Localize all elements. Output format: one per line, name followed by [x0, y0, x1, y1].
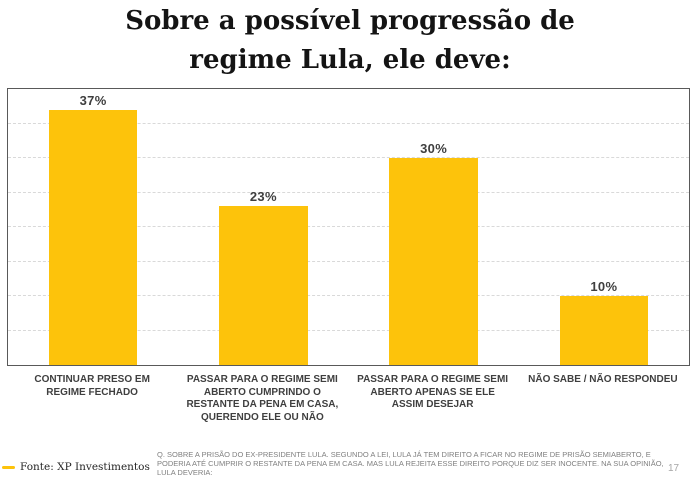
x-axis-category-label: NÃO SABE / NÃO RESPONDEU — [528, 374, 678, 385]
gridline — [8, 226, 689, 227]
x-axis-category-label: PASSAR PARA O REGIME SEMI ABERTO APENAS … — [357, 374, 509, 410]
chart-title-line2: regime Lula, ele deve: — [189, 45, 511, 75]
gridline — [8, 295, 689, 296]
bar-column: 10% — [519, 89, 689, 365]
bar-value-label: 23% — [249, 189, 277, 205]
bar-value-label: 37% — [79, 92, 107, 108]
chart-title: Sobre a possível progressão de regime Lu… — [0, 2, 700, 80]
gridline — [8, 191, 689, 193]
bar-column: 23% — [178, 89, 348, 365]
source-legend: Fonte: XP Investimentos — [2, 461, 150, 473]
gridline — [8, 122, 689, 124]
x-axis-category-label: PASSAR PARA O REGIME SEMI ABERTO CUMPRIN… — [186, 374, 339, 423]
plot-area: 37% 23% 30% 10% — [7, 88, 690, 366]
chart-title-line1: Sobre a possível progressão de — [125, 6, 575, 36]
bar-column: 30% — [349, 89, 519, 365]
bar-value-label: 10% — [590, 279, 618, 294]
bar — [389, 158, 478, 365]
bar — [559, 296, 649, 365]
bars-row: 37% 23% 30% 10% — [8, 89, 689, 365]
gridline — [8, 329, 689, 331]
legend-swatch-icon — [2, 465, 15, 469]
gridline — [8, 260, 689, 262]
source-label: Fonte: XP Investimentos — [20, 461, 150, 473]
page-number: 17 — [668, 463, 680, 474]
bar-value-label: 30% — [420, 141, 448, 156]
x-axis-category-label: CONTINUAR PRESO EM REGIME FECHADO — [34, 374, 150, 398]
bar — [48, 109, 138, 365]
x-labels: CONTINUAR PRESO EM REGIME FECHADO PASSAR … — [7, 374, 688, 424]
bar — [219, 206, 308, 365]
survey-question-text: Q. SOBRE A PRISÃO DO EX-PRESIDENTE LULA.… — [157, 450, 664, 477]
gridline — [8, 157, 689, 158]
bar-column: 37% — [8, 89, 178, 365]
